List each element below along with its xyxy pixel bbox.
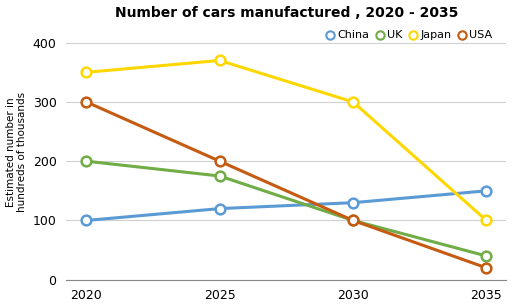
USA (83, 100, 90, 104)
Japan (83, 71, 90, 74)
USA (217, 159, 223, 163)
USA (350, 219, 356, 222)
Line: Japan: Japan (81, 55, 492, 225)
UK (483, 254, 489, 258)
China (350, 201, 356, 205)
Line: China: China (81, 186, 492, 225)
Japan (483, 219, 489, 222)
Line: UK: UK (81, 156, 492, 261)
USA (483, 266, 489, 270)
UK (83, 159, 90, 163)
Japan (217, 59, 223, 62)
China (217, 207, 223, 210)
Legend: China, UK, Japan, USA: China, UK, Japan, USA (328, 30, 492, 40)
China (483, 189, 489, 193)
UK (217, 174, 223, 178)
Japan (350, 100, 356, 104)
UK (350, 219, 356, 222)
Line: USA: USA (81, 97, 492, 273)
Y-axis label: Estimated number in
hundreds of thousands: Estimated number in hundreds of thousand… (6, 92, 27, 213)
China (83, 219, 90, 222)
Title: Number of cars manufactured , 2020 - 2035: Number of cars manufactured , 2020 - 203… (115, 6, 458, 19)
